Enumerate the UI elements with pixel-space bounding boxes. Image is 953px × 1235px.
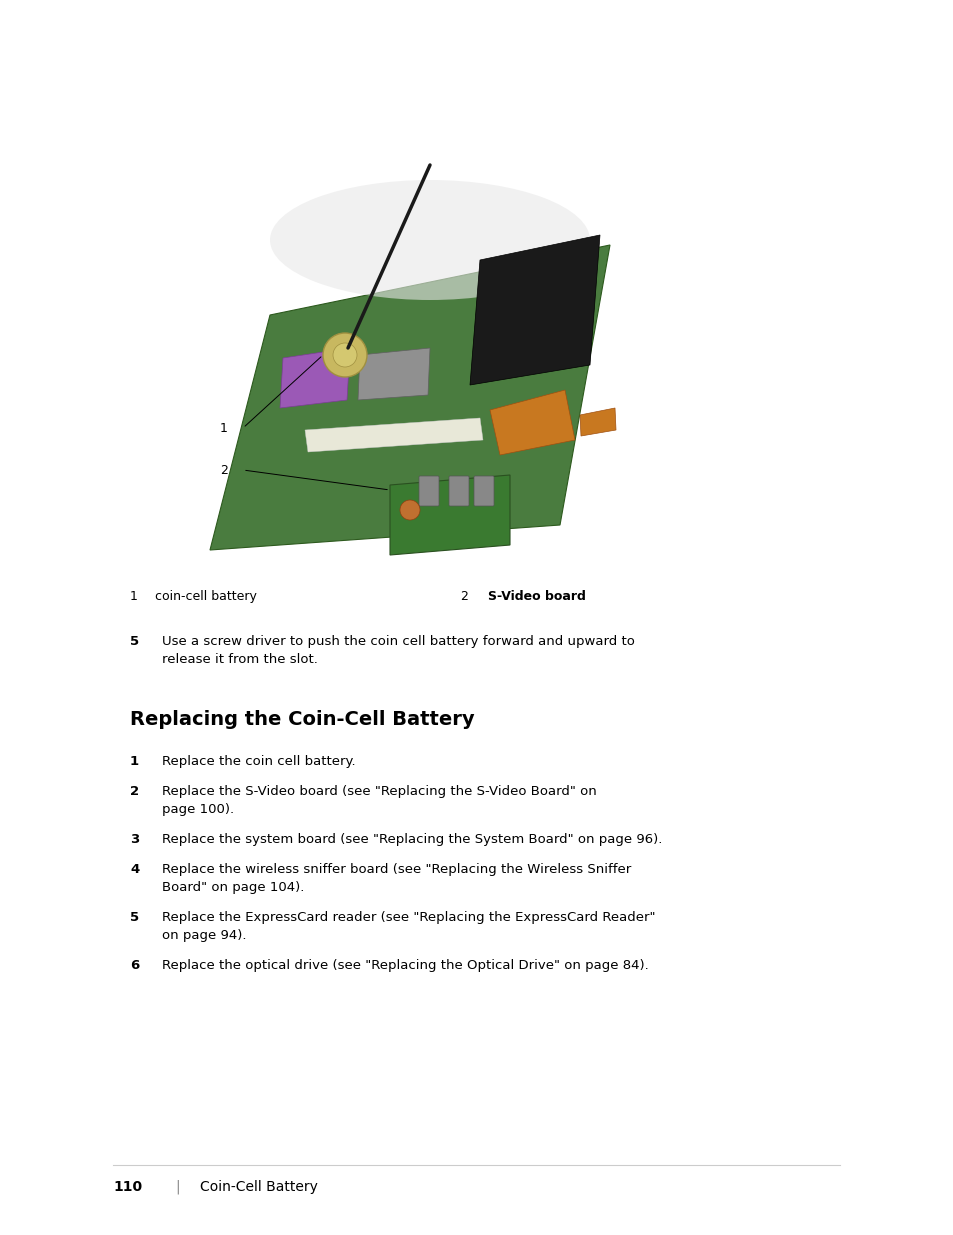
Polygon shape	[210, 245, 609, 550]
Text: 2: 2	[130, 785, 139, 798]
Polygon shape	[390, 475, 510, 555]
FancyBboxPatch shape	[449, 475, 469, 506]
Text: Replace the system board (see "Replacing the System Board" on page 96).: Replace the system board (see "Replacing…	[162, 832, 661, 846]
Polygon shape	[280, 348, 350, 408]
Text: 1: 1	[130, 755, 139, 768]
Text: 3: 3	[130, 832, 139, 846]
Text: Replace the ExpressCard reader (see "Replacing the ExpressCard Reader"
on page 9: Replace the ExpressCard reader (see "Rep…	[162, 911, 655, 942]
Text: 5: 5	[130, 635, 139, 648]
Polygon shape	[357, 348, 430, 400]
Text: S-Video board: S-Video board	[488, 590, 585, 603]
Polygon shape	[470, 235, 599, 385]
Text: Replace the wireless sniffer board (see "Replacing the Wireless Sniffer
Board" o: Replace the wireless sniffer board (see …	[162, 863, 631, 894]
Text: Replace the coin cell battery.: Replace the coin cell battery.	[162, 755, 355, 768]
Ellipse shape	[270, 180, 589, 300]
FancyBboxPatch shape	[418, 475, 438, 506]
Polygon shape	[579, 408, 616, 436]
Circle shape	[323, 333, 367, 377]
Text: 2: 2	[220, 463, 228, 477]
Text: 4: 4	[130, 863, 139, 876]
FancyBboxPatch shape	[474, 475, 494, 506]
Polygon shape	[490, 390, 575, 454]
Text: Replace the S-Video board (see "Replacing the S-Video Board" on
page 100).: Replace the S-Video board (see "Replacin…	[162, 785, 597, 816]
Text: 110: 110	[112, 1179, 142, 1194]
Polygon shape	[305, 417, 482, 452]
Text: 1: 1	[220, 421, 228, 435]
Text: Replace the optical drive (see "Replacing the Optical Drive" on page 84).: Replace the optical drive (see "Replacin…	[162, 960, 648, 972]
Text: Replacing the Coin-Cell Battery: Replacing the Coin-Cell Battery	[130, 710, 475, 729]
Text: 1: 1	[130, 590, 138, 603]
Text: 2: 2	[459, 590, 467, 603]
Circle shape	[333, 343, 356, 367]
Text: 6: 6	[130, 960, 139, 972]
Text: |: |	[174, 1179, 179, 1194]
Text: Use a screw driver to push the coin cell battery forward and upward to
release i: Use a screw driver to push the coin cell…	[162, 635, 634, 666]
Text: 5: 5	[130, 911, 139, 924]
Text: coin-cell battery: coin-cell battery	[154, 590, 256, 603]
Circle shape	[399, 500, 419, 520]
Text: Coin-Cell Battery: Coin-Cell Battery	[200, 1179, 317, 1194]
